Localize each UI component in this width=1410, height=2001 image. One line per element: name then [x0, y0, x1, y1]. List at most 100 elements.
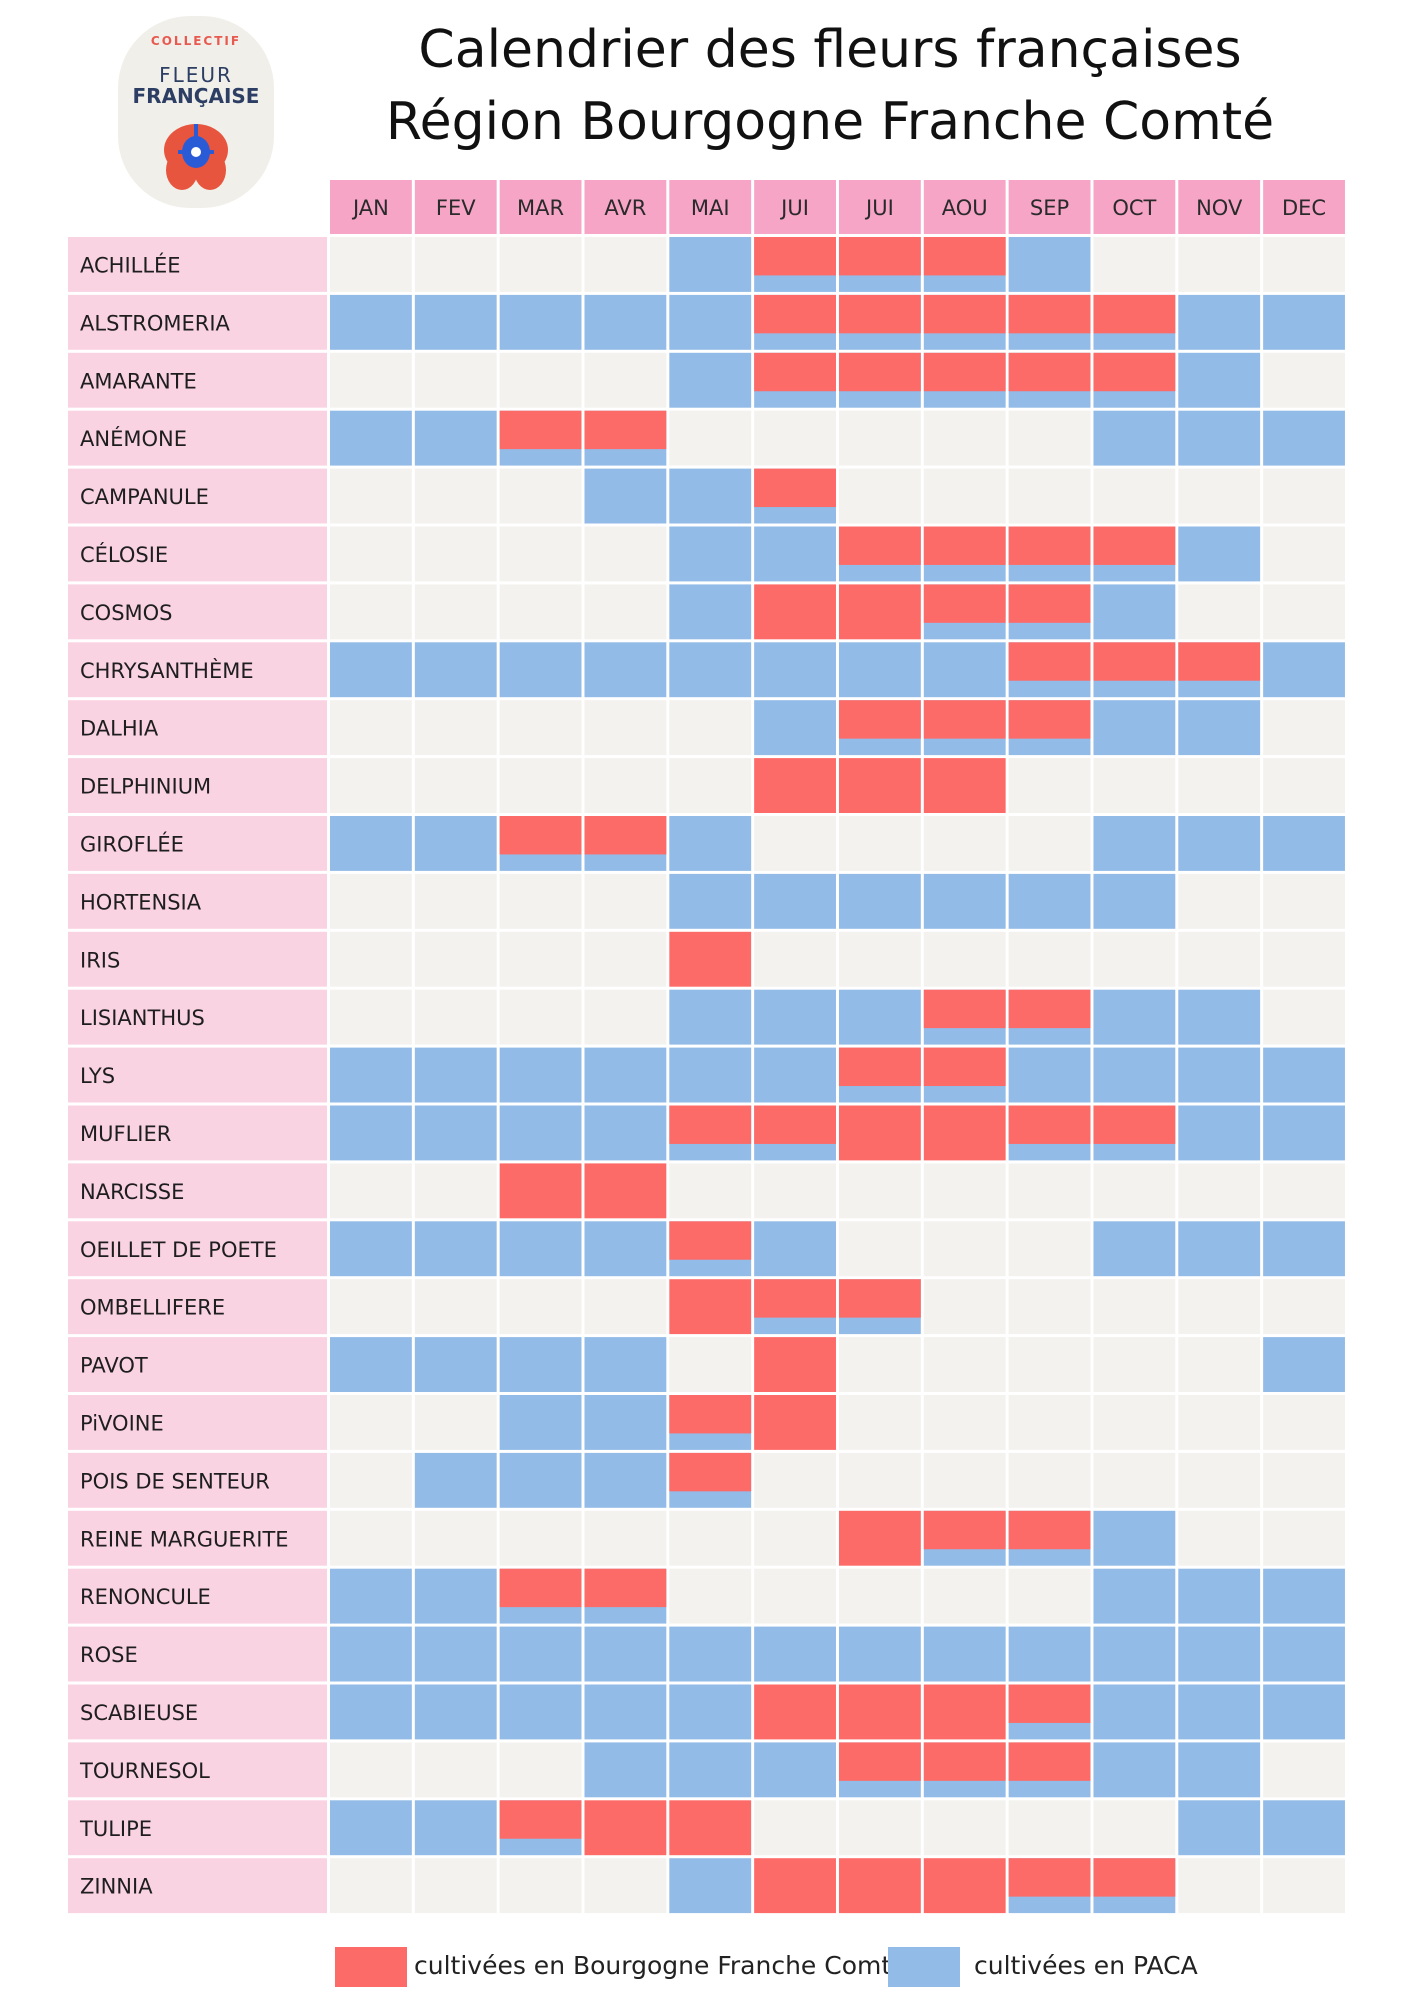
calendar-cell	[669, 1163, 752, 1219]
calendar-cell	[669, 1626, 752, 1682]
calendar-cell-bfc-overlay	[584, 816, 667, 855]
calendar-cell	[499, 642, 582, 698]
calendar-cell	[1178, 1510, 1261, 1566]
flower-label-cell	[68, 1279, 327, 1335]
flower-label-cell	[68, 1742, 327, 1798]
calendar-cell	[754, 989, 836, 1045]
calendar-cell	[669, 1684, 752, 1740]
calendar-cell-bfc-overlay	[1008, 989, 1091, 1029]
calendar-cell	[1178, 1626, 1261, 1682]
flower-label-cell	[68, 526, 327, 582]
legend-label-bfc: cultivées en Bourgogne Franche Comté	[414, 1951, 907, 1980]
calendar-cell	[584, 468, 667, 524]
calendar-cell	[1263, 758, 1345, 813]
calendar-cell	[923, 1163, 1006, 1219]
calendar-cell	[499, 1510, 582, 1566]
calendar-cell-bfc-overlay	[1093, 352, 1176, 392]
calendar-cell	[754, 1510, 836, 1566]
flower-label-cell	[68, 1395, 327, 1450]
calendar-cell	[414, 1163, 497, 1219]
calendar-cell	[1263, 816, 1345, 871]
calendar-cell	[1093, 1742, 1176, 1798]
calendar-cell	[1263, 352, 1345, 408]
calendar-cell	[1008, 1452, 1091, 1508]
calendar-cell	[669, 931, 752, 987]
calendar-cell	[414, 816, 497, 871]
calendar-cell	[330, 1105, 412, 1161]
flower-label-cell	[68, 931, 327, 987]
calendar-cell	[1008, 1626, 1091, 1682]
month-header-5	[754, 180, 836, 234]
flower-name: ROSE	[80, 1643, 138, 1667]
calendar-cell	[584, 1684, 667, 1740]
flower-name: COSMOS	[80, 601, 173, 625]
calendar-cell	[1178, 352, 1261, 408]
flower-name: NARCISSE	[80, 1180, 184, 1204]
calendar-cell	[923, 410, 1006, 466]
month-header-label-10: NOV	[1196, 196, 1243, 220]
calendar-cell	[330, 410, 412, 466]
month-header-label-8: SEP	[1030, 196, 1069, 220]
calendar-cell	[414, 1626, 497, 1682]
calendar-cell-bfc-overlay	[1008, 1742, 1091, 1781]
calendar-cell	[1093, 1452, 1176, 1508]
calendar-cell	[754, 1395, 836, 1450]
calendar-cell	[414, 410, 497, 466]
calendar-cell	[584, 1163, 667, 1219]
calendar-cell	[1178, 700, 1261, 756]
calendar-cell	[330, 700, 412, 756]
calendar-cell	[1263, 1452, 1345, 1508]
calendar-cell	[414, 1047, 497, 1103]
calendar-cell	[584, 873, 667, 929]
calendar-cell	[669, 294, 752, 350]
calendar-cell-bfc-overlay	[1008, 700, 1091, 739]
calendar-cell	[584, 1858, 667, 1914]
calendar-cell	[1008, 237, 1091, 292]
calendar-cell	[923, 1858, 1006, 1914]
calendar-cell	[499, 1337, 582, 1392]
month-header-3	[584, 180, 667, 234]
calendar-cell-bfc-overlay	[754, 294, 836, 334]
calendar-cell	[499, 526, 582, 582]
calendar-cell	[330, 237, 412, 292]
calendar-cell-bfc-overlay	[838, 700, 921, 739]
flower-label-cell	[68, 1047, 327, 1103]
month-header-0	[330, 180, 412, 234]
calendar-cell	[584, 1742, 667, 1798]
calendar-cell	[584, 294, 667, 350]
calendar-cell	[1093, 1800, 1176, 1856]
calendar-cell	[1093, 989, 1176, 1045]
calendar-cell-bfc-overlay	[499, 410, 582, 450]
calendar-cell	[499, 1047, 582, 1103]
calendar-cell-bfc-overlay	[1008, 526, 1091, 565]
calendar-cell	[1178, 758, 1261, 813]
calendar-cell	[584, 584, 667, 640]
calendar-cell-bfc-overlay	[754, 237, 836, 276]
calendar-cell-bfc-overlay	[499, 1800, 582, 1839]
calendar-cell	[923, 1452, 1006, 1508]
calendar-cell	[754, 1452, 836, 1508]
calendar-cell	[499, 584, 582, 640]
flower-name: OMBELLIFERE	[80, 1296, 225, 1320]
calendar-cell	[1263, 237, 1345, 292]
calendar-cell	[838, 1105, 921, 1161]
calendar-cell	[584, 1221, 667, 1277]
calendar-cell	[923, 1105, 1006, 1161]
collectif-fleur-francaise-logo: COLLECTIF FLEUR FRANÇAISE	[118, 16, 274, 208]
calendar-cell-bfc-overlay	[1008, 1858, 1091, 1897]
flower-name: OEILLET DE POETE	[80, 1238, 277, 1262]
calendar-cell-bfc-overlay	[669, 1452, 752, 1492]
calendar-cell	[584, 1105, 667, 1161]
calendar-cell	[584, 758, 667, 813]
calendar-cell	[838, 816, 921, 871]
month-header-4	[669, 180, 752, 234]
calendar-cell	[754, 1337, 836, 1392]
calendar-cell-bfc-overlay	[923, 294, 1006, 334]
calendar-cell	[414, 1800, 497, 1856]
calendar-cell	[499, 989, 582, 1045]
calendar-cell	[669, 1742, 752, 1798]
calendar-cell-bfc-overlay	[1008, 1684, 1091, 1723]
calendar-cell	[414, 352, 497, 408]
calendar-cell	[414, 931, 497, 987]
month-header-label-4: MAI	[691, 196, 730, 220]
